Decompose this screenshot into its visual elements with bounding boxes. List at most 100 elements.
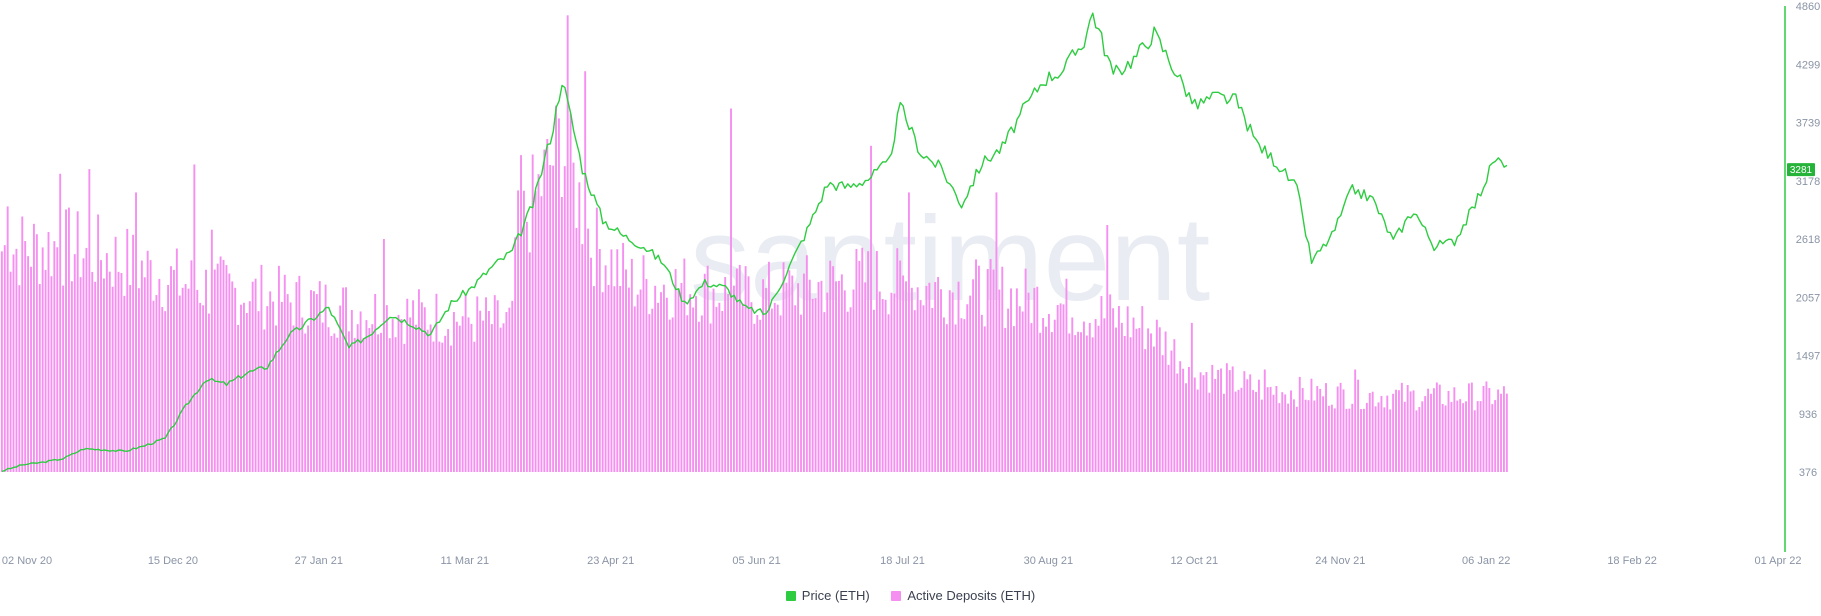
- deposit-bar: [1202, 375, 1205, 472]
- deposit-bar: [525, 221, 528, 472]
- deposit-bar: [1386, 395, 1389, 472]
- deposit-bar: [1059, 303, 1062, 472]
- deposit-bar: [269, 291, 272, 472]
- deposit-bar: [1196, 389, 1199, 472]
- deposit-bar: [969, 295, 972, 472]
- deposit-bar: [266, 306, 269, 472]
- deposit-bar: [420, 302, 423, 472]
- deposit-bar: [916, 287, 919, 472]
- deposit-bar: [27, 256, 30, 472]
- deposit-bar: [759, 319, 762, 472]
- deposit-bar: [1103, 318, 1106, 472]
- deposit-bar: [1494, 400, 1497, 472]
- deposit-bar: [1365, 402, 1368, 472]
- deposit-bar: [350, 310, 353, 472]
- deposit-bar: [540, 196, 543, 473]
- deposit-bar: [931, 308, 934, 472]
- deposit-bar: [1033, 287, 1036, 472]
- deposit-bar: [948, 290, 951, 472]
- deposit-bar: [164, 311, 167, 472]
- deposit-bar: [1065, 278, 1068, 472]
- y-tick-label: 4860: [1796, 1, 1820, 13]
- deposit-bar: [762, 279, 765, 472]
- deposit-bar: [1304, 399, 1307, 472]
- deposit-bar: [1068, 333, 1071, 472]
- deposit-bar: [1406, 385, 1409, 472]
- deposit-bar: [732, 285, 735, 472]
- deposit-bar: [1435, 382, 1438, 472]
- deposit-bar: [135, 192, 137, 472]
- deposit-bar: [496, 300, 499, 472]
- deposit-bar: [88, 169, 91, 472]
- deposit-bar: [975, 259, 977, 472]
- deposit-bar: [1427, 388, 1430, 472]
- deposit-bar: [867, 251, 870, 472]
- deposit-bar: [584, 71, 587, 473]
- deposit-bar: [1132, 317, 1135, 472]
- deposit-bar: [794, 305, 797, 472]
- deposit-bar: [1260, 399, 1263, 472]
- deposit-bar: [1357, 379, 1360, 472]
- price-line[interactable]: [1, 12, 1508, 472]
- deposit-bar: [683, 258, 686, 472]
- deposit-bar: [9, 271, 12, 472]
- x-tick-label: 12 Oct 21: [1170, 555, 1218, 567]
- deposit-bar: [1010, 288, 1012, 472]
- deposit-bar: [595, 207, 598, 472]
- legend-label-deposits: Active Deposits (ETH): [907, 588, 1036, 603]
- deposit-bar: [342, 287, 345, 472]
- deposit-bar: [315, 294, 318, 472]
- deposit-bar: [890, 292, 893, 472]
- deposit-bar: [1339, 382, 1342, 472]
- deposit-bar: [1281, 392, 1284, 472]
- deposit-bar: [1412, 390, 1415, 472]
- deposit-bar: [1441, 403, 1444, 472]
- deposit-bar: [149, 260, 152, 472]
- deposit-bar: [1001, 266, 1004, 472]
- deposit-bar: [517, 190, 520, 472]
- legend-item-deposits[interactable]: Active Deposits (ETH): [891, 588, 1035, 603]
- deposit-bar: [1327, 405, 1330, 472]
- deposit-bar: [1482, 386, 1485, 472]
- deposit-bar: [1225, 363, 1228, 472]
- deposit-bar: [706, 265, 709, 472]
- deposit-bar: [668, 319, 671, 472]
- deposit-bar: [0, 251, 3, 472]
- deposit-bar: [1368, 392, 1371, 472]
- deposit-bar: [505, 312, 508, 472]
- deposit-bar: [531, 154, 534, 472]
- deposit-bar: [1459, 399, 1462, 472]
- deposit-bar: [1374, 406, 1377, 472]
- deposit-bar: [779, 315, 782, 472]
- y-tick-label: 936: [1799, 409, 1817, 421]
- deposit-bar: [692, 307, 695, 472]
- deposit-bar: [1310, 378, 1313, 472]
- deposit-bar: [1383, 407, 1386, 472]
- deposit-bar: [1088, 322, 1091, 472]
- deposit-bar: [359, 311, 362, 472]
- right-axis-ticks: 376 936 1497 2057 2618 3178 3739 4299 4860: [1796, 1, 1820, 479]
- deposit-bar: [289, 302, 292, 472]
- deposit-bar: [893, 293, 896, 472]
- deposit-bar: [467, 317, 470, 472]
- deposit-bar: [1325, 383, 1327, 472]
- deposit-bar: [1193, 377, 1196, 472]
- deposit-bar: [840, 274, 843, 472]
- deposit-bar: [785, 282, 788, 472]
- deposit-bar: [167, 284, 170, 472]
- deposit-bar: [537, 174, 540, 472]
- deposit-bar: [1456, 400, 1459, 472]
- deposit-bar: [660, 292, 662, 472]
- x-tick-label: 24 Nov 21: [1315, 555, 1365, 567]
- deposit-bar: [587, 228, 590, 472]
- deposit-bar: [832, 266, 835, 472]
- x-tick-label: 06 Jan 22: [1462, 555, 1510, 567]
- deposit-bar: [601, 292, 604, 472]
- x-tick-label: 05 Jun 21: [732, 555, 780, 567]
- deposit-bar: [864, 282, 867, 472]
- deposit-bar: [1199, 372, 1202, 472]
- legend-item-price[interactable]: Price (ETH): [785, 588, 870, 603]
- deposit-bar: [24, 241, 27, 472]
- deposit-bar: [187, 288, 190, 472]
